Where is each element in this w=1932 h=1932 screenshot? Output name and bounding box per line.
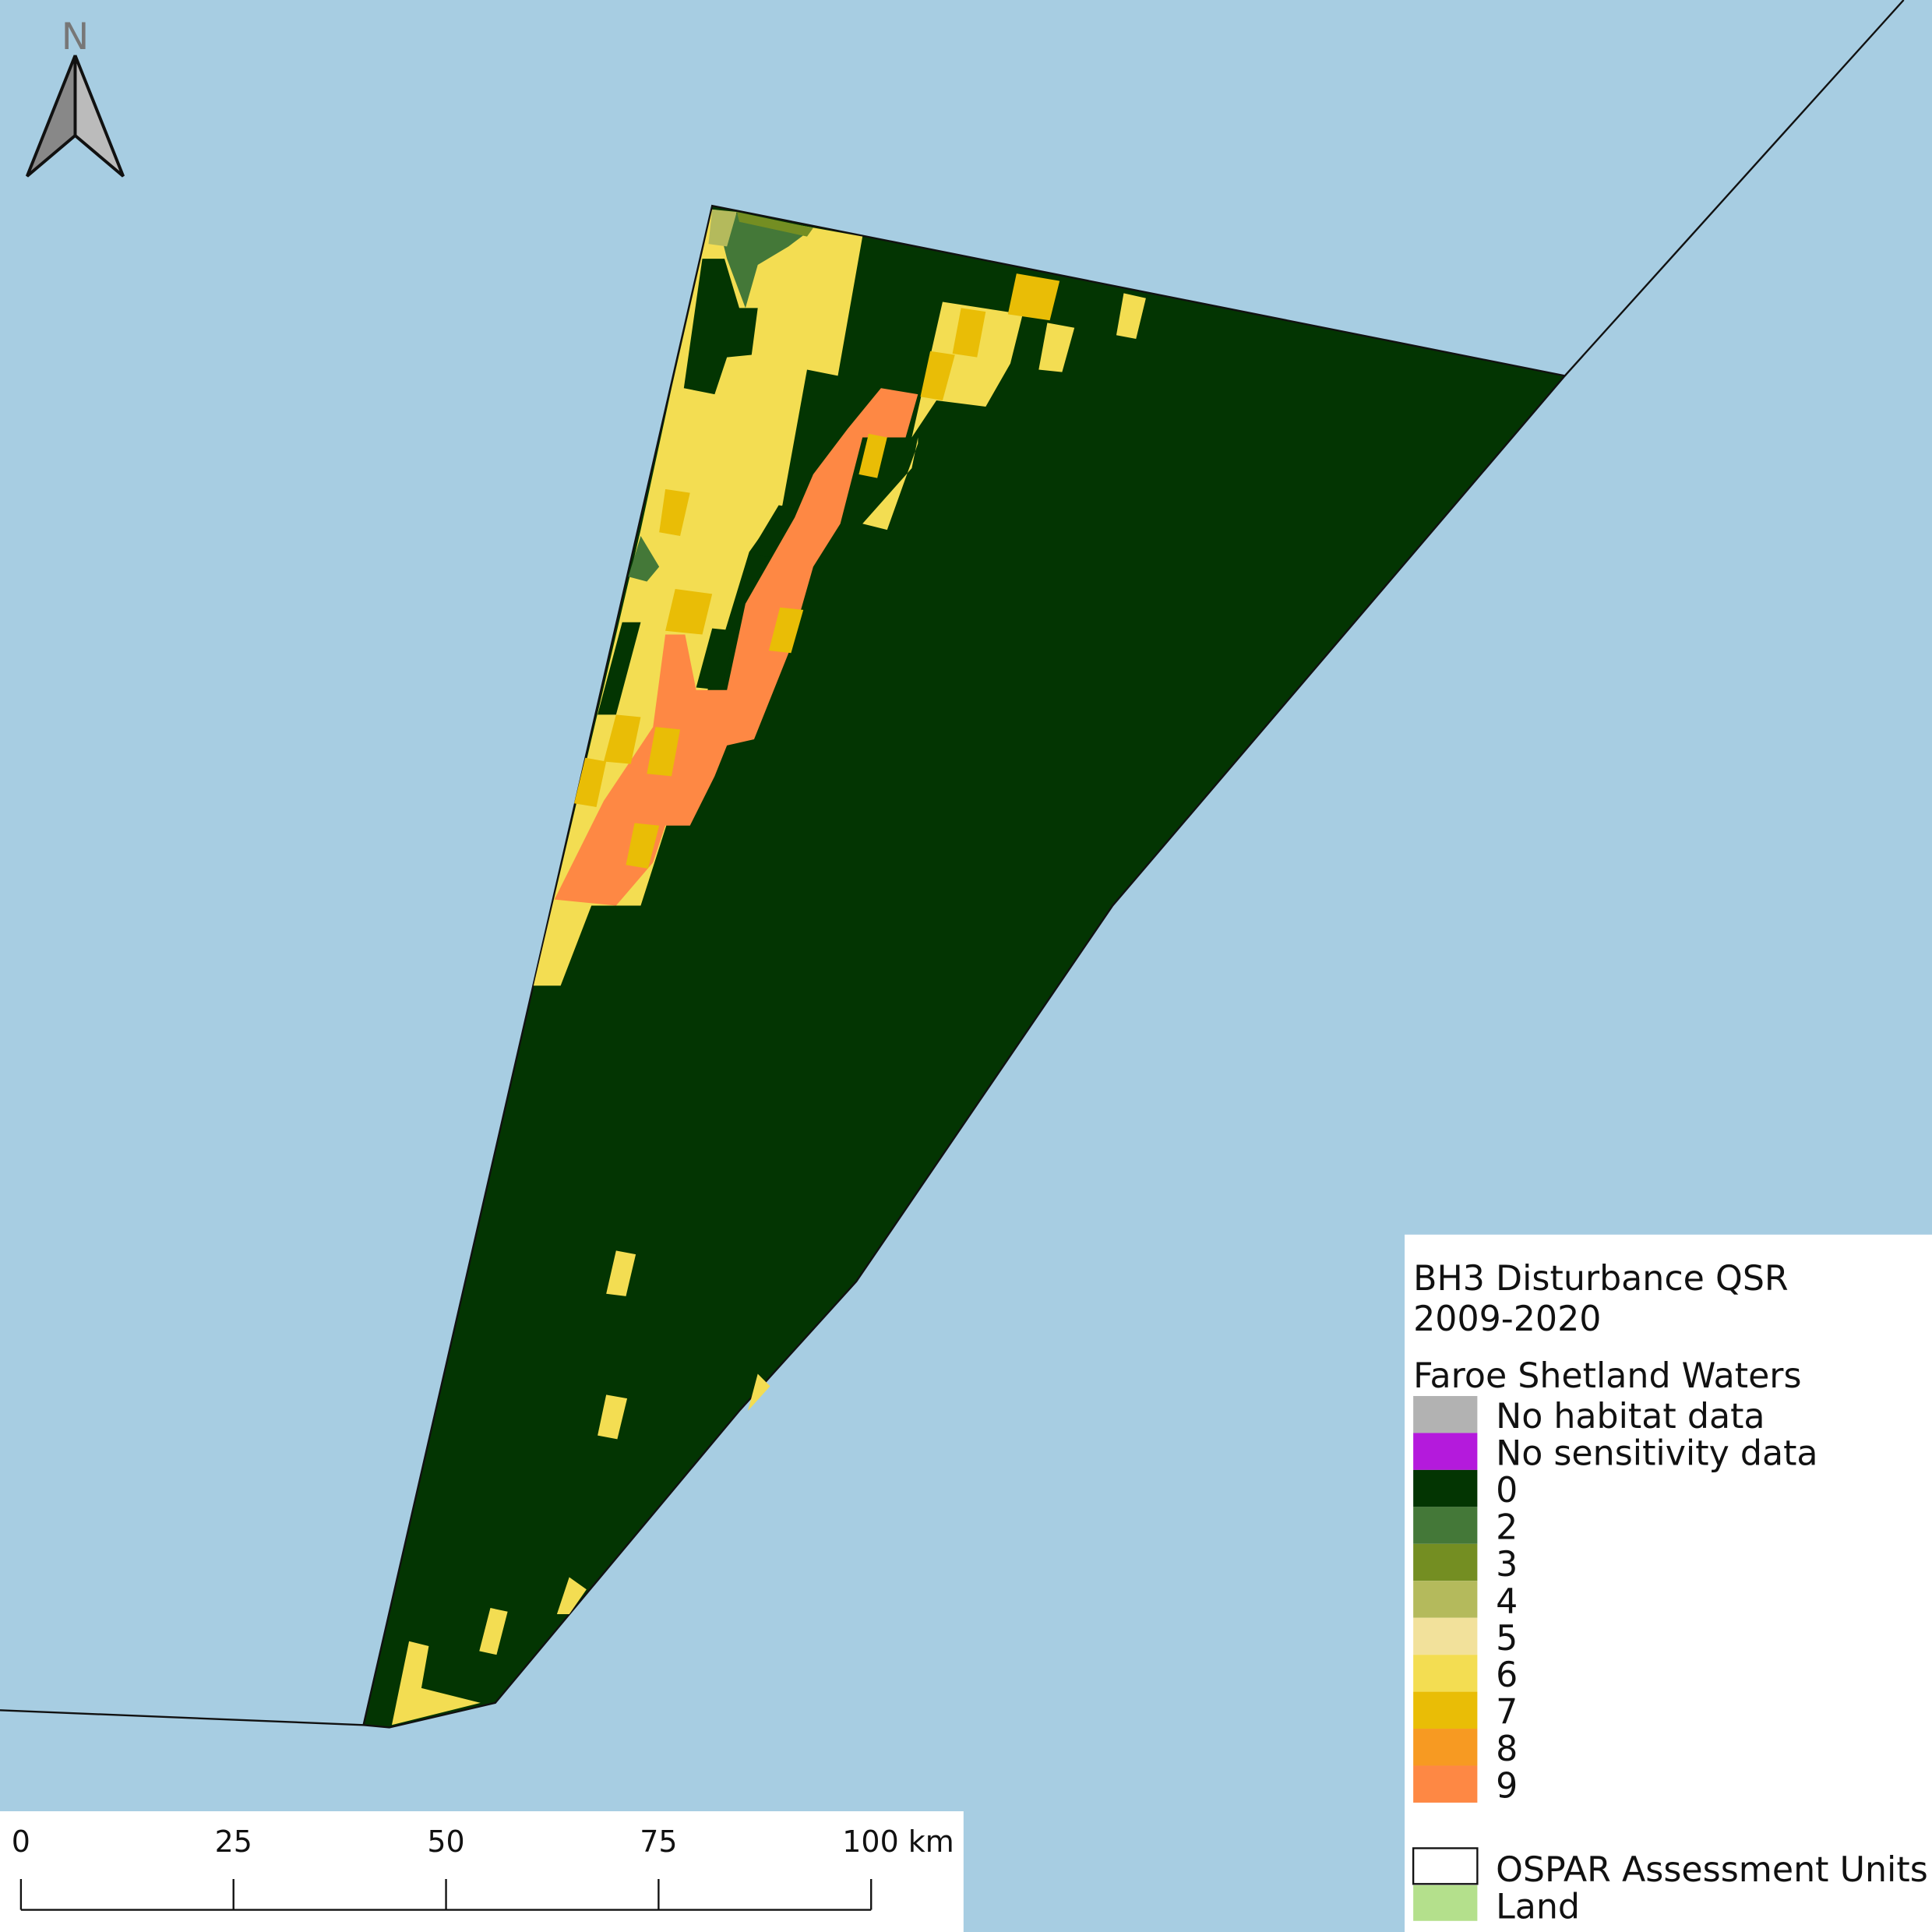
cell-7 xyxy=(768,607,804,654)
cell-0 xyxy=(683,259,758,395)
legend-subtitle: 2009-2020 xyxy=(1413,1299,1601,1339)
scale-bar-background xyxy=(0,1811,964,1932)
legend-swatch xyxy=(1413,1765,1478,1803)
cell-2 xyxy=(714,209,813,308)
legend-swatch xyxy=(1413,1507,1478,1544)
north-label: N xyxy=(62,16,90,58)
legend-swatch xyxy=(1412,1847,1479,1885)
cell-6 xyxy=(479,1608,508,1655)
legend-swatch xyxy=(1413,1729,1478,1766)
legend-label: 9 xyxy=(1496,1767,1518,1807)
legend-label: No habitat data xyxy=(1496,1397,1765,1437)
cell-6 xyxy=(911,301,1023,438)
legend-swatch xyxy=(1413,1884,1478,1921)
legend-swatch xyxy=(1413,1617,1478,1655)
cell-6 xyxy=(748,1373,770,1411)
legend-swatch xyxy=(1413,1433,1478,1470)
cell-7 xyxy=(574,757,607,807)
legend-label: 4 xyxy=(1496,1581,1518,1621)
cell-7 xyxy=(665,589,713,635)
scale-label: 75 xyxy=(640,1824,677,1859)
legend-label: 3 xyxy=(1496,1545,1518,1585)
legend-label: 0 xyxy=(1496,1471,1518,1511)
cell-7 xyxy=(626,823,660,869)
legend-background xyxy=(1405,1234,1932,1932)
legend-swatch xyxy=(1413,1691,1478,1729)
legend-swatch xyxy=(1413,1655,1478,1692)
legend-label: Land xyxy=(1496,1888,1580,1927)
cell-6 xyxy=(862,437,918,531)
cell-6 xyxy=(391,1641,481,1726)
cell-4 xyxy=(708,209,737,247)
cell-6 xyxy=(1116,293,1146,339)
legend-swatch xyxy=(1413,1543,1478,1581)
cell-7 xyxy=(647,727,681,777)
legend-swatch xyxy=(1413,1581,1478,1618)
cell-7 xyxy=(858,433,887,478)
cell-9 xyxy=(554,388,918,906)
scale-label: 50 xyxy=(427,1824,464,1859)
legend-label: 8 xyxy=(1496,1729,1518,1769)
boundary-line xyxy=(1564,0,1905,377)
cell-6 xyxy=(606,1250,636,1296)
arrow-right xyxy=(73,55,125,178)
legend: BH3 Disturbance QSR 2009-2020 Faroe Shet… xyxy=(1405,1234,1932,1932)
cell-6 xyxy=(556,1577,587,1614)
cell-7 xyxy=(952,308,986,358)
cell-3 xyxy=(736,212,813,237)
boundary-line xyxy=(0,1709,364,1726)
scale-bar: 0 25 50 75 100 km xyxy=(0,1811,964,1932)
cell-7 xyxy=(920,351,955,401)
legend-label: 6 xyxy=(1496,1655,1518,1695)
legend-label: 7 xyxy=(1496,1693,1518,1733)
legend-swatch xyxy=(1413,1395,1478,1433)
legend-label: OSPAR Assessment Units xyxy=(1496,1850,1928,1890)
cell-0 xyxy=(598,622,641,715)
north-arrow: N xyxy=(25,16,125,178)
legend-label: No sensitivity data xyxy=(1496,1434,1817,1474)
legend-swatch xyxy=(1413,1469,1478,1507)
cell-7 xyxy=(1007,273,1060,321)
legend-label: 5 xyxy=(1496,1619,1518,1659)
cell-6 xyxy=(598,1394,628,1440)
cell-0 xyxy=(696,628,737,690)
legend-group-title: Faroe Shetland Waters xyxy=(1413,1356,1801,1396)
scale-label: 100 km xyxy=(842,1824,954,1859)
legend-title: BH3 Disturbance QSR xyxy=(1413,1259,1789,1299)
scale-label: 0 xyxy=(12,1824,30,1859)
cell-7 xyxy=(659,488,690,537)
sensitivity-cells xyxy=(391,209,1146,1726)
cell-6 xyxy=(1038,323,1075,372)
legend-label: 2 xyxy=(1496,1507,1518,1547)
cell-2 xyxy=(628,536,660,582)
scale-label: 25 xyxy=(215,1824,252,1859)
cell-7 xyxy=(604,714,641,764)
